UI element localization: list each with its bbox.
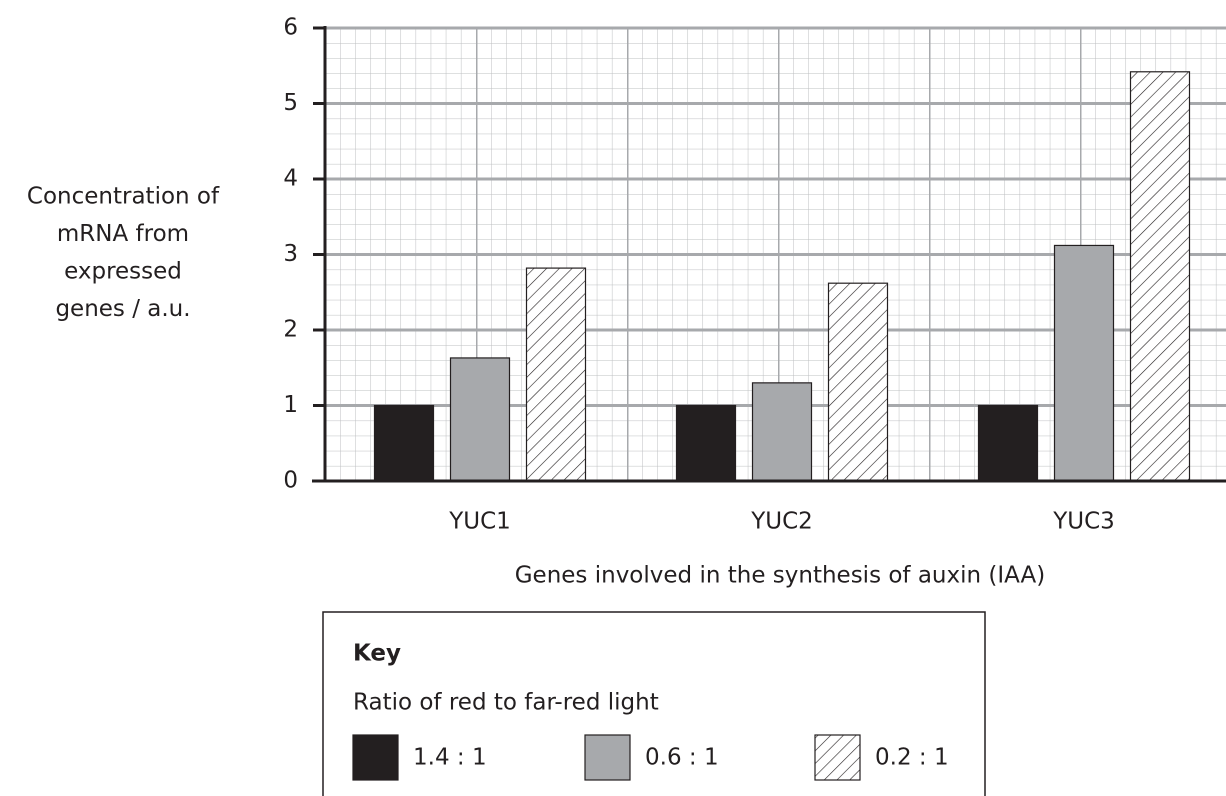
legend-swatch — [352, 734, 399, 781]
bar — [675, 404, 737, 482]
y-axis-label-line: Concentration of — [27, 184, 220, 210]
y-axis-label-line: expressed — [64, 259, 182, 285]
bar — [525, 267, 587, 482]
legend-label: 0.6 : 1 — [645, 745, 719, 771]
y-axis-label-line: genes / a.u. — [55, 296, 190, 322]
bar — [751, 382, 813, 482]
bar — [449, 357, 511, 482]
legend-title: Key — [353, 641, 401, 667]
y-tick-label: 4 — [283, 166, 298, 192]
legend-label: 0.2 : 1 — [875, 745, 949, 771]
x-tick-label: YUC2 — [750, 509, 813, 535]
legend-swatch — [584, 734, 631, 781]
y-tick-label: 0 — [283, 468, 298, 494]
bar — [1129, 71, 1191, 482]
x-tick-label: YUC1 — [448, 509, 511, 535]
bar — [373, 404, 435, 482]
legend-box — [322, 611, 986, 796]
y-tick-label: 5 — [283, 90, 298, 116]
legend-swatch — [814, 734, 861, 781]
bar — [977, 404, 1039, 482]
x-tick-label: YUC3 — [1052, 509, 1115, 535]
y-axis-label: Concentration of mRNA from expressed genes … — [27, 184, 220, 323]
y-tick-label: 6 — [283, 15, 298, 41]
y-axis-label-line: mRNA from — [57, 221, 189, 247]
y-tick-label: 1 — [283, 392, 298, 418]
bar — [827, 282, 889, 482]
y-tick-label: 3 — [283, 241, 298, 267]
bar — [1053, 244, 1115, 482]
legend-label: 1.4 : 1 — [413, 745, 487, 771]
legend-subtitle: Ratio of red to far-red light — [353, 690, 659, 716]
y-tick-label: 2 — [283, 317, 298, 343]
x-axis-label: Genes involved in the synthesis of auxin… — [515, 563, 1046, 589]
